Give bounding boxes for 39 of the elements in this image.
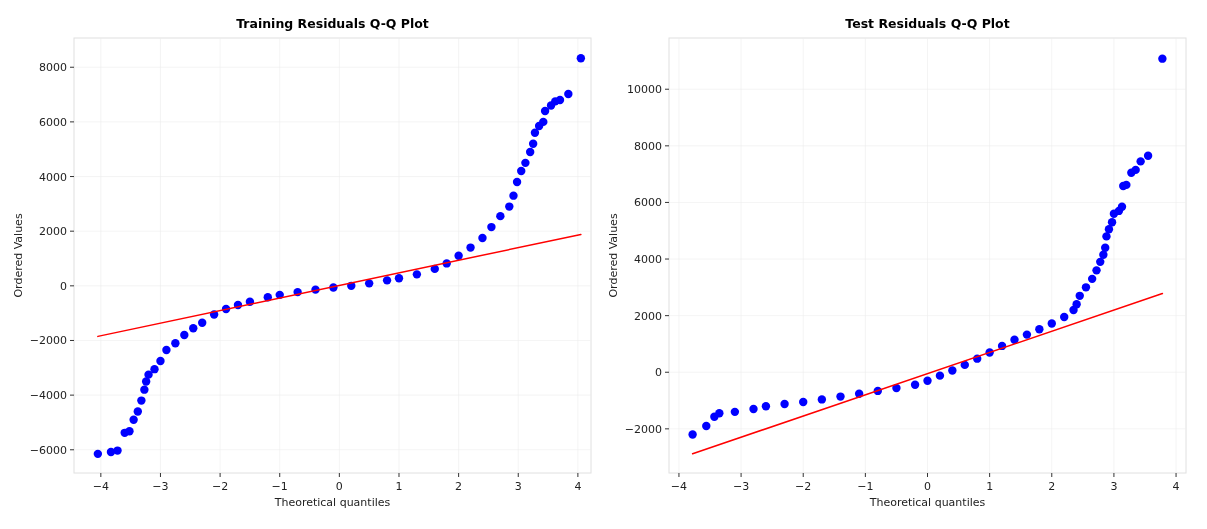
chart-title: Training Residuals Q-Q Plot	[236, 16, 429, 31]
chart-title: Test Residuals Q-Q Plot	[845, 16, 1010, 31]
x-tick-label: 1	[395, 480, 403, 493]
y-tick-label: −2000	[29, 334, 67, 348]
x-tick-label: 0	[924, 480, 931, 493]
x-tick-label: −2	[795, 480, 812, 493]
y-tick-label: −6000	[29, 443, 67, 457]
y-tick-label: 2000	[634, 309, 662, 323]
x-tick-label: −4	[670, 480, 688, 493]
y-tick-label: 8000	[39, 61, 67, 75]
x-tick-label: 1	[986, 480, 994, 493]
y-tick-label: 0	[655, 366, 662, 380]
y-tick-label: 6000	[634, 196, 662, 210]
x-tick-label: −4	[92, 480, 109, 493]
y-tick-label: −4000	[29, 389, 67, 403]
x-axis-title: Theoretical quantiles	[273, 496, 391, 509]
y-tick-label: 0	[60, 279, 67, 293]
x-tick-label: −3	[732, 480, 750, 493]
y-tick-label: −2000	[624, 422, 662, 436]
y-axis-title: Ordered Values	[12, 213, 25, 298]
y-tick-label: 10000	[627, 83, 662, 97]
x-tick-label: −1	[271, 480, 288, 493]
x-tick-label: 2	[455, 480, 463, 493]
x-tick-label: 4	[574, 480, 582, 493]
x-tick-label: 3	[1110, 480, 1118, 493]
x-axis-title: Theoretical quantiles	[868, 496, 986, 509]
x-tick-label: 2	[1048, 480, 1056, 493]
y-tick-label: 2000	[39, 225, 67, 239]
y-tick-label: 4000	[634, 253, 662, 267]
y-tick-label: 8000	[634, 139, 662, 153]
x-tick-label: −2	[211, 480, 229, 493]
y-tick-label: 4000	[39, 170, 67, 184]
x-tick-label: 4	[1172, 480, 1180, 493]
x-tick-label: 3	[514, 480, 522, 493]
x-tick-label: −3	[152, 480, 169, 493]
y-axis-title: Ordered Values	[607, 213, 620, 298]
y-tick-label: 6000	[39, 115, 67, 129]
x-tick-label: 0	[335, 480, 343, 493]
x-tick-label: −1	[857, 480, 874, 493]
